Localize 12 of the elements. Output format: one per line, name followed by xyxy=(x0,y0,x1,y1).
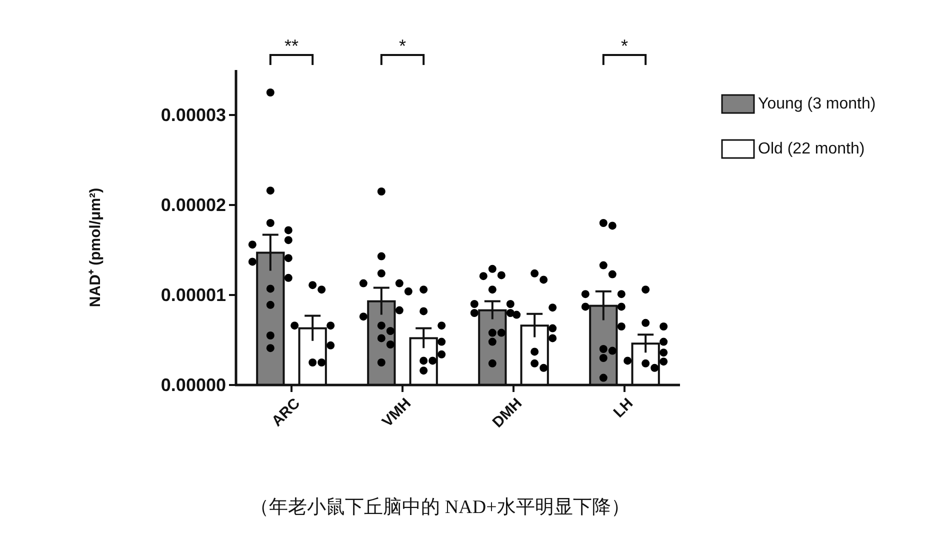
text: ** xyxy=(284,36,299,56)
text: * xyxy=(398,36,406,56)
legend-label: Old (22 month) xyxy=(758,140,865,158)
text: * xyxy=(620,36,628,56)
y-tick-label: 0.00001 xyxy=(160,285,226,305)
text: （年老小鼠下丘脑中的 NAD+水平明显下降） xyxy=(250,497,630,518)
y-axis-title: NAD⁺ (pmol/μm²) xyxy=(87,188,104,308)
legend-label: Young (3 month) xyxy=(758,96,876,112)
x-tick-label: LH xyxy=(610,394,637,422)
y-tick-label: 0.00003 xyxy=(160,105,226,125)
y-tick-label: 0.00000 xyxy=(160,375,226,395)
y-tick-label: 0.00002 xyxy=(160,195,226,215)
